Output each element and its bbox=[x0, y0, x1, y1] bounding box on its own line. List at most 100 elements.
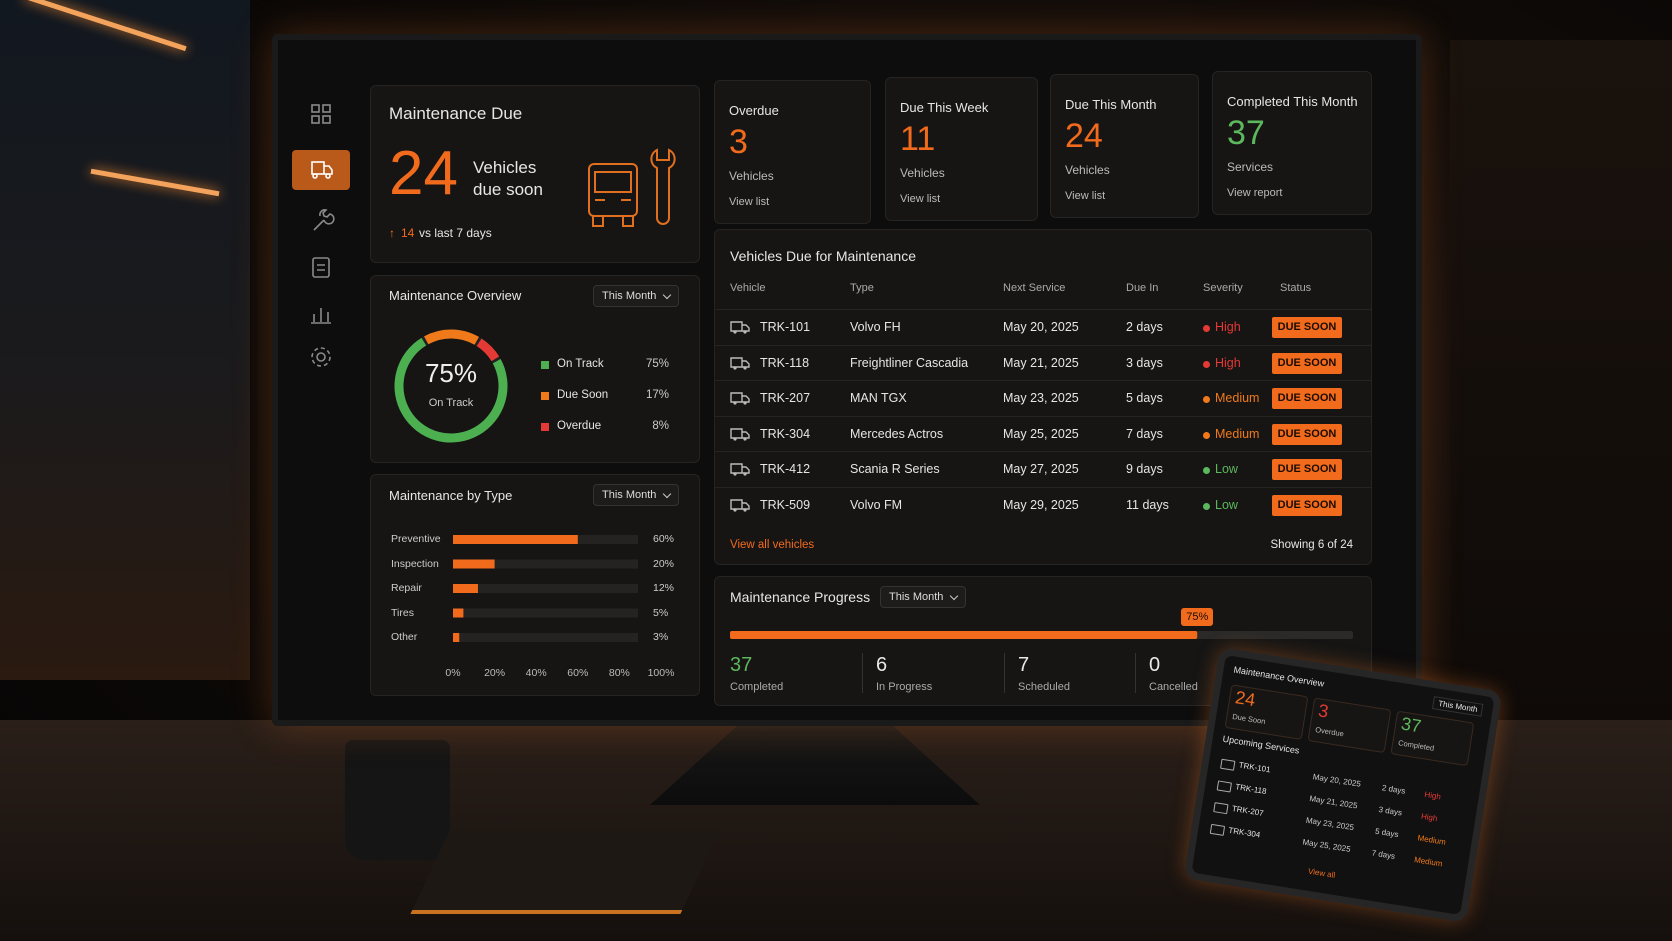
vehicles-icon[interactable] bbox=[311, 161, 333, 179]
cell-next-service: May 25, 2025 bbox=[1003, 426, 1079, 441]
filter-dropdown[interactable]: This Month bbox=[880, 586, 967, 608]
change-arrow: ↑ bbox=[389, 226, 395, 240]
donut-center-label: On Track bbox=[429, 397, 474, 409]
truck-icon bbox=[730, 427, 750, 441]
x-tick-label: 0% bbox=[445, 667, 461, 679]
dashboard-icon[interactable] bbox=[311, 104, 331, 124]
column-header: Severity bbox=[1203, 282, 1243, 294]
column-header: Due In bbox=[1126, 282, 1159, 294]
kpi-link[interactable]: View list bbox=[729, 196, 770, 208]
bar bbox=[453, 608, 464, 618]
view-all-link[interactable]: View all vehicles bbox=[730, 539, 815, 551]
category-label: Inspection bbox=[391, 557, 439, 570]
tablet-stat-value: 37 bbox=[1399, 713, 1423, 737]
change-value: 14 bbox=[401, 226, 415, 240]
tablet-row-date: May 21, 2025 bbox=[1308, 793, 1359, 811]
x-tick-label: 40% bbox=[525, 667, 547, 679]
filter-dropdown[interactable]: This Month bbox=[593, 285, 680, 307]
row-divider bbox=[715, 415, 1371, 417]
bar-track bbox=[453, 584, 638, 593]
value-label: 20% bbox=[653, 557, 675, 570]
tablet-row-due: 3 days bbox=[1377, 804, 1403, 818]
settings-icon[interactable] bbox=[311, 347, 331, 367]
severity-dot bbox=[1203, 431, 1210, 439]
kpi-value: 11 bbox=[900, 120, 936, 158]
tablet-row-icon bbox=[1216, 780, 1233, 793]
bar-track bbox=[453, 608, 638, 618]
tablet-row-due: 7 days bbox=[1371, 848, 1396, 861]
cell-next-service: May 27, 2025 bbox=[1003, 462, 1079, 476]
showing-text: Showing 6 of 24 bbox=[1270, 539, 1353, 551]
card-title: Maintenance Due bbox=[389, 104, 523, 123]
kpi-unit: Vehicles bbox=[1065, 163, 1110, 177]
cell-type: Volvo FM bbox=[850, 497, 903, 512]
due-unit-sub: due soon bbox=[473, 180, 543, 199]
by-type-card: Maintenance by Type This Month Preventiv… bbox=[370, 474, 700, 696]
icon-shape bbox=[730, 356, 750, 368]
bar-track bbox=[453, 559, 638, 569]
status-badge: DUE SOON bbox=[1272, 494, 1342, 516]
icon-wheel bbox=[733, 436, 737, 441]
cell-due-in: 3 days bbox=[1126, 355, 1163, 370]
reports-icon[interactable] bbox=[312, 257, 330, 278]
status-badge: DUE SOON bbox=[1272, 423, 1342, 445]
icon-shape bbox=[730, 321, 750, 332]
cell-next-service: May 21, 2025 bbox=[1003, 355, 1079, 370]
x-tick-label: 100% bbox=[647, 667, 675, 679]
tablet-row-severity: Medium bbox=[1416, 833, 1447, 847]
legend-swatch bbox=[541, 361, 549, 369]
filter-dropdown[interactable]: This Month bbox=[593, 484, 680, 506]
truck-icon bbox=[730, 321, 750, 334]
value-label: 5% bbox=[653, 606, 669, 619]
tablet-filter[interactable]: This Month bbox=[1432, 696, 1484, 717]
cell-due-in: 5 days bbox=[1126, 391, 1163, 405]
cell-next-service: May 23, 2025 bbox=[1003, 391, 1079, 405]
x-tick-label: 80% bbox=[608, 667, 630, 679]
donut-chart: 75% On Track bbox=[394, 329, 508, 443]
truck-icon bbox=[730, 392, 750, 405]
bar bbox=[453, 535, 578, 544]
severity-text: Medium bbox=[1215, 426, 1260, 441]
icon-shape bbox=[730, 392, 750, 403]
tablet-view-all[interactable]: View all bbox=[1307, 866, 1336, 880]
tablet-row-icon bbox=[1209, 823, 1226, 836]
cell-type: Mercedes Actros bbox=[850, 426, 944, 441]
bar bbox=[453, 633, 460, 642]
kpi-link[interactable]: View report bbox=[1227, 187, 1283, 199]
tablet-stat-value: 24 bbox=[1233, 687, 1257, 711]
legend-value: 8% bbox=[652, 420, 669, 432]
tablet-row-due: 5 days bbox=[1374, 826, 1400, 840]
legend: On Track 75% Due Soon 17% Overdue 8% bbox=[371, 276, 699, 462]
kpi-link[interactable]: View list bbox=[900, 193, 941, 205]
severity-dot bbox=[1203, 467, 1210, 474]
active-nav[interactable] bbox=[292, 150, 350, 190]
kpi-link[interactable]: View list bbox=[1065, 190, 1106, 202]
progress-bar: 75% 37 Completed 6 In Progress 7 Scheduled 0 Can… bbox=[715, 577, 1371, 705]
tools-icon[interactable] bbox=[313, 209, 335, 231]
analytics-icon[interactable] bbox=[311, 308, 331, 324]
card-title: Vehicles Due for Maintenance bbox=[730, 248, 916, 264]
category-label: Repair bbox=[391, 582, 422, 594]
tablet-row-icon bbox=[1213, 802, 1229, 815]
row-divider bbox=[715, 380, 1371, 381]
kpi-card: Overdue 3 Vehicles View list bbox=[714, 80, 871, 224]
severity-dot bbox=[1203, 396, 1210, 403]
cell-due-in: 2 days bbox=[1126, 320, 1163, 334]
cell-type: Volvo FH bbox=[850, 320, 901, 334]
bar bbox=[453, 584, 478, 593]
value-label: 60% bbox=[653, 533, 675, 545]
severity-dot bbox=[1203, 360, 1210, 368]
row-divider bbox=[715, 451, 1371, 452]
severity-text: High bbox=[1215, 320, 1241, 334]
tablet-row-vehicle: TRK-101 bbox=[1238, 760, 1272, 775]
category-label: Preventive bbox=[391, 533, 441, 545]
bar-chart: Preventive 60% Inspection 20% Repair 12% Tires… bbox=[371, 475, 699, 695]
kpi-card: Due This Week 11 Vehicles View list bbox=[885, 77, 1038, 221]
cell-due-in: 7 days bbox=[1126, 426, 1163, 441]
row-divider bbox=[715, 309, 1371, 310]
tablet-row-date: May 20, 2025 bbox=[1312, 772, 1362, 789]
notebook bbox=[410, 830, 720, 914]
truck-icon bbox=[730, 463, 750, 476]
legend-value: 17% bbox=[645, 389, 669, 401]
kpi-title: Completed This Month bbox=[1227, 94, 1358, 109]
